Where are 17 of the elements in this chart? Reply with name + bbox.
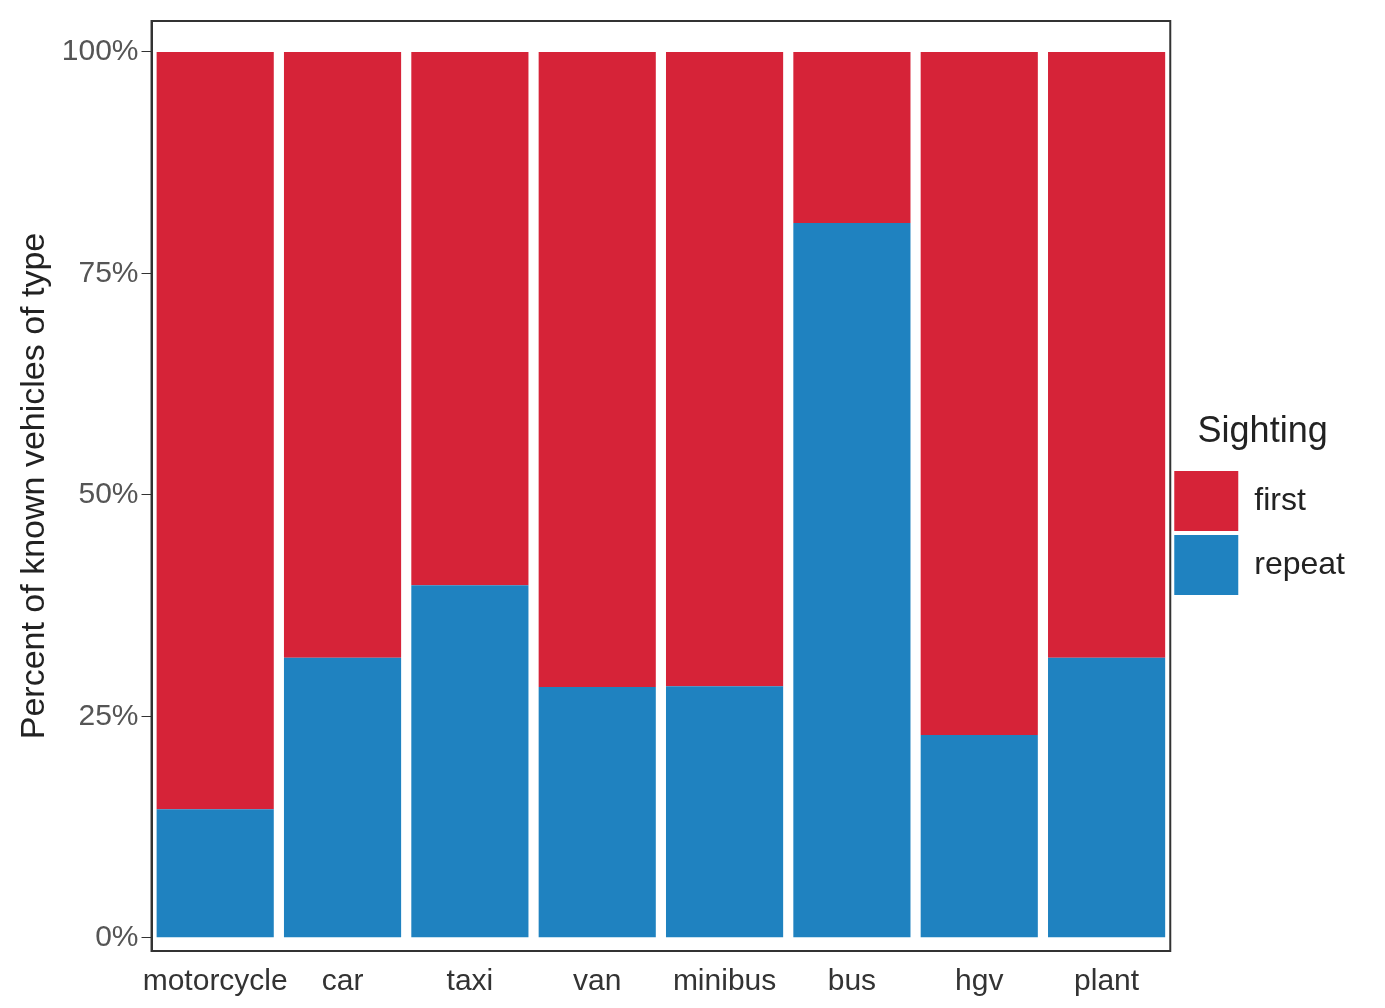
legend-label: first [1254,480,1306,517]
y-tick-label: 75% [78,254,139,288]
y-tick-label: 0% [95,918,139,952]
legend-label: repeat [1254,544,1346,581]
y-axis-title: Percent of known vehicles of type [12,232,51,740]
x-tick-label: bus [827,963,877,997]
legend-title: Sighting [1197,408,1328,450]
x-tick-label: motorcycle [142,963,288,997]
y-tick-label: 100% [61,33,139,67]
y-tick-label: 50% [78,476,139,510]
x-tick-label: van [573,963,622,997]
x-tick-label: plant [1074,963,1140,997]
y-tick-label: 25% [78,697,139,731]
x-tick-label: car [321,963,364,997]
x-tick-label: minibus [672,963,777,997]
x-tick-label: taxi [446,963,494,997]
x-tick-label: hgv [955,963,1004,997]
